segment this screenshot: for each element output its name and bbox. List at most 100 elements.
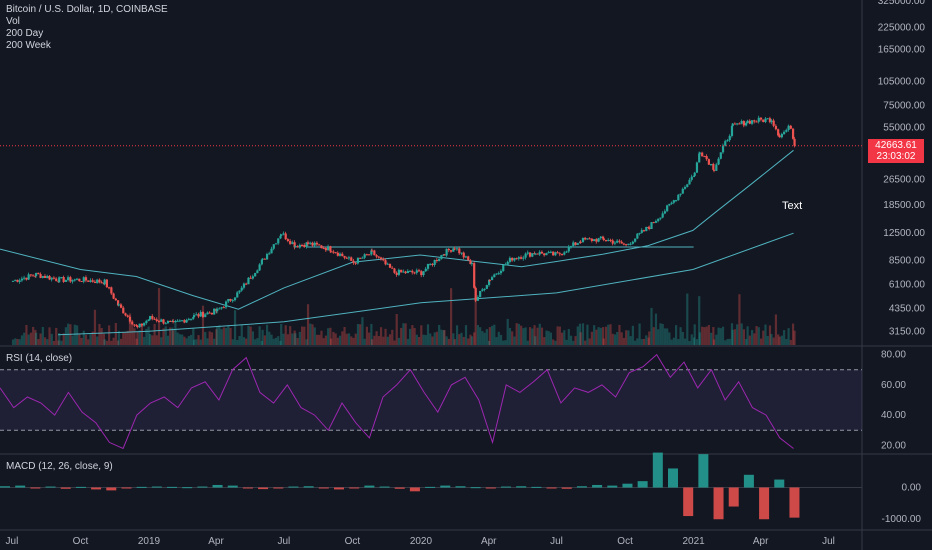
volume-bar <box>57 340 60 345</box>
candle-body <box>247 277 250 285</box>
candle-body <box>341 253 344 257</box>
rsi-label[interactable]: RSI (14, close) <box>6 353 73 364</box>
candle-body <box>67 277 70 281</box>
volume-bar <box>695 339 699 345</box>
candle-body <box>254 273 257 277</box>
candle-body <box>780 133 783 138</box>
volume-bar <box>43 337 47 345</box>
volume-bar <box>445 336 448 345</box>
candle-body <box>766 118 769 120</box>
candle-body <box>256 270 259 274</box>
macd-histogram-bar <box>652 452 663 488</box>
volume-bar <box>143 336 146 345</box>
macd-histogram-bar <box>394 487 405 489</box>
volume-bar <box>670 339 673 345</box>
macd-histogram-bar <box>774 479 785 488</box>
candle-body <box>712 163 715 170</box>
macd-label[interactable]: MACD (12, 26, close, 9) <box>6 461 113 472</box>
candle-body <box>634 238 637 242</box>
candle-body <box>192 315 196 318</box>
candle-body <box>601 236 605 239</box>
chart-title: Bitcoin / U.S. Dollar, 1D, COINBASE <box>6 4 168 15</box>
volume-bar <box>48 327 51 345</box>
candle-body <box>359 257 362 259</box>
candle-body <box>607 239 610 241</box>
candle-body <box>730 126 734 136</box>
volume-bar <box>764 324 767 345</box>
candle-body <box>483 288 486 290</box>
volume-bar <box>504 340 507 345</box>
volume-bar <box>688 340 691 345</box>
volume-bar <box>16 338 19 345</box>
legend-200-week[interactable]: 200 Week <box>6 40 51 51</box>
volume-bar <box>240 324 243 345</box>
volume-bar <box>46 339 49 345</box>
candle-body <box>300 244 304 246</box>
volume-bar <box>753 333 756 345</box>
volume-bar <box>774 314 778 345</box>
price-axis-tick-label: 4350.00 <box>889 303 926 314</box>
volume-bar <box>131 325 134 345</box>
candle-body <box>96 279 99 284</box>
candle-body <box>258 264 261 271</box>
volume-bar <box>78 334 81 345</box>
volume-bar <box>719 328 722 345</box>
candle-body <box>131 321 134 325</box>
candle-body <box>270 248 273 254</box>
time-axis-tick-label: 2020 <box>410 536 433 547</box>
time-axis-tick-label: Oct <box>73 536 89 547</box>
volume-bar <box>222 327 225 345</box>
volume-bar <box>89 334 92 345</box>
candle-body <box>793 138 796 146</box>
volume-bar <box>517 323 520 345</box>
candle-body <box>668 203 671 206</box>
volume-bar <box>785 338 788 345</box>
time-axis-tick-label: Oct <box>617 536 633 547</box>
volume-bar <box>218 325 221 345</box>
volume-bar <box>62 333 65 345</box>
candle-body <box>136 326 139 328</box>
candle-body <box>138 323 141 328</box>
volume-bar <box>618 324 621 345</box>
chart-annotation-text[interactable]: Text <box>782 200 803 212</box>
volume-bar <box>522 328 525 345</box>
price-axis-tick-label: 3150.00 <box>889 326 926 337</box>
candle-body <box>32 275 35 277</box>
candle-body <box>698 152 702 154</box>
candle-body <box>504 264 507 266</box>
macd-axis-tick-label: 0.00 <box>902 483 922 494</box>
candle-body <box>352 260 355 263</box>
candle-body <box>279 235 282 239</box>
candle-body <box>363 254 366 258</box>
candle-body <box>43 275 47 279</box>
candle-body <box>642 230 646 232</box>
volume-bar <box>103 339 106 345</box>
volume-bar <box>431 336 434 345</box>
volume-bar <box>730 323 734 345</box>
volume-bar <box>384 328 387 345</box>
candle-body <box>593 239 596 242</box>
candle-body <box>322 248 325 250</box>
candle-body <box>192 317 195 319</box>
candle-body <box>58 277 61 283</box>
candle-body <box>114 298 117 301</box>
candle-body <box>395 272 398 275</box>
candle-body <box>590 238 594 242</box>
legend-200-day[interactable]: 200 Day <box>6 28 44 39</box>
volume-bar <box>487 340 491 345</box>
volume-bar <box>341 331 344 345</box>
candle-body <box>73 279 76 281</box>
candle-body <box>670 202 673 204</box>
volume-bar <box>183 336 186 345</box>
candle-body <box>140 323 144 326</box>
volume-bar <box>579 332 582 345</box>
candle-body <box>726 140 729 142</box>
volume-bar <box>627 330 630 345</box>
legend-vol[interactable]: Vol <box>6 16 20 27</box>
volume-bar <box>556 326 559 345</box>
rsi-axis-tick-label: 60.00 <box>881 380 906 391</box>
volume-bar <box>361 317 364 345</box>
candle-body <box>597 238 600 242</box>
volume-bar <box>622 337 626 345</box>
